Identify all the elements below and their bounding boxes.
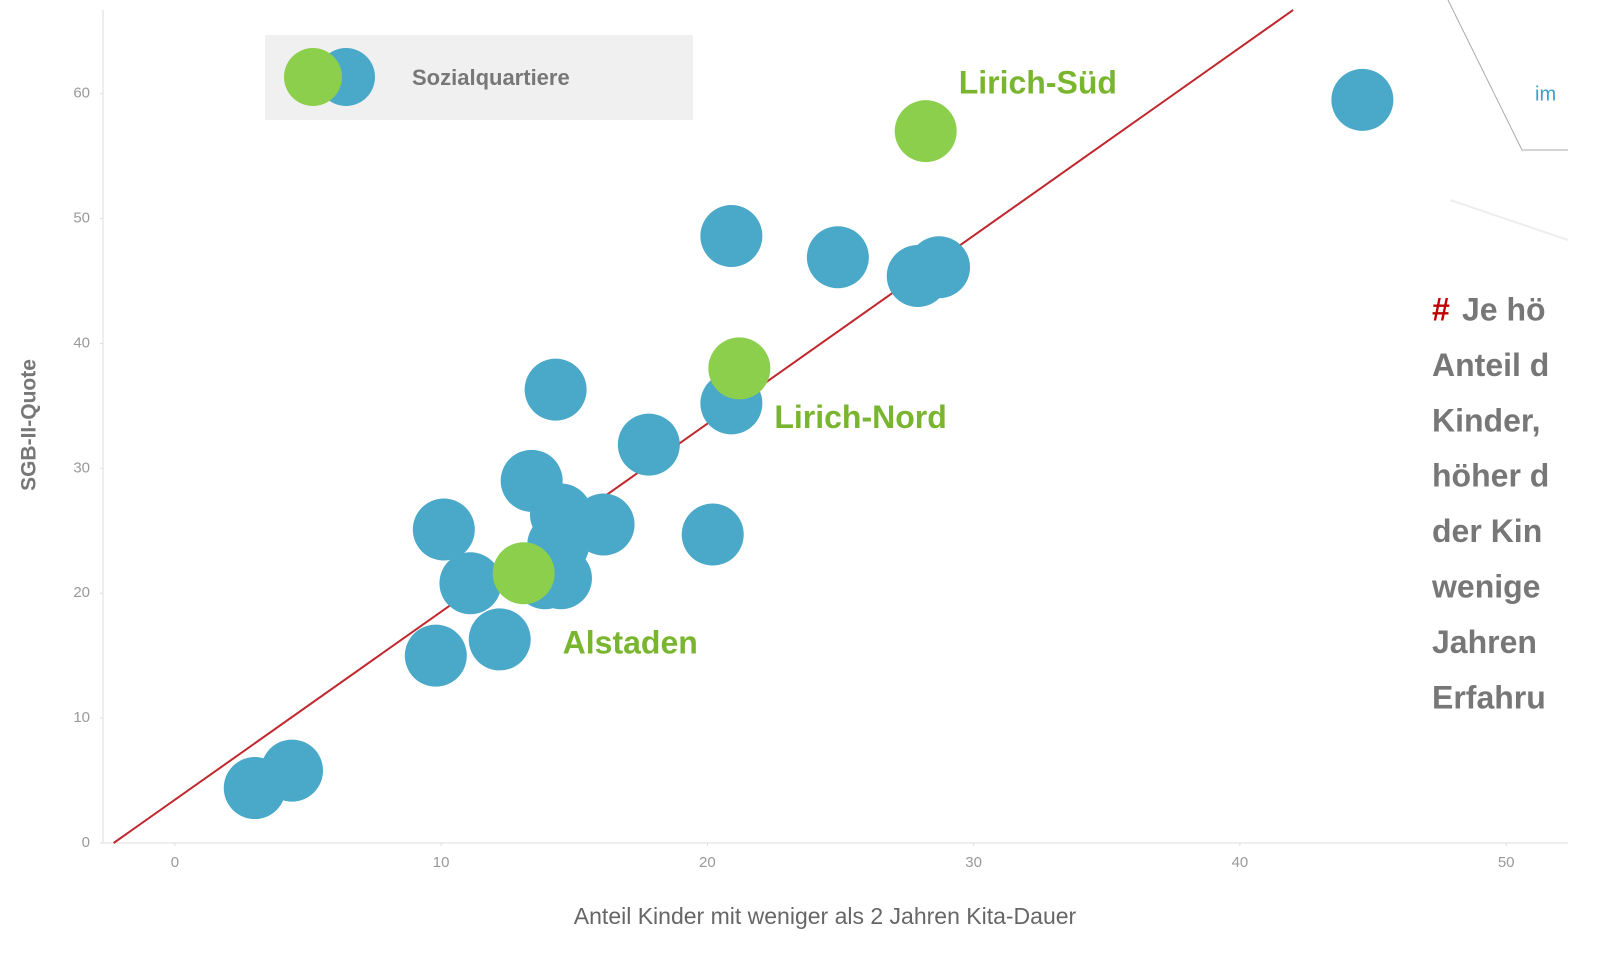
annotation-line: Je hö [1462, 291, 1546, 327]
point [1331, 68, 1394, 131]
annotation-line: Kinder, [1432, 402, 1540, 438]
point [468, 608, 531, 671]
annotation-line: Erfahru [1432, 679, 1546, 715]
y-tick-label: 60 [73, 85, 90, 102]
y-axis-label: SGB-II-Quote [18, 359, 41, 491]
y-tick-label: 50 [73, 210, 90, 227]
point [617, 413, 680, 476]
annotation-line: wenige [1431, 568, 1540, 604]
corner-text: im [1535, 83, 1556, 105]
point [492, 542, 555, 605]
y-tick-label: 10 [73, 709, 90, 726]
point-label: Lirich-Nord [774, 399, 946, 435]
annotation-line: höher d [1432, 458, 1549, 494]
trendline [113, 9, 1294, 844]
x-tick-label: 40 [1232, 854, 1249, 871]
x-tick-label: 0 [171, 854, 179, 871]
y-tick-label: 40 [73, 334, 90, 351]
x-tick-label: 10 [433, 854, 450, 871]
x-tick-label: 20 [699, 854, 716, 871]
point [439, 552, 502, 615]
decor-hexagon [1447, 0, 1568, 151]
point-label: Lirich-Süd [959, 65, 1117, 101]
point [700, 205, 763, 268]
x-axis-label: Anteil Kinder mit weniger als 2 Jahren K… [574, 903, 1077, 929]
point [708, 337, 771, 400]
decor-line [1449, 199, 1569, 241]
x-tick-label: 30 [965, 854, 982, 871]
point [412, 498, 475, 561]
annotation-marker: # [1432, 291, 1450, 327]
point [524, 358, 587, 421]
x-tick-label: 50 [1498, 854, 1515, 871]
annotation-line: Anteil d [1432, 347, 1549, 383]
annotation-line: der Kin [1432, 513, 1542, 549]
point [404, 624, 467, 687]
y-tick-label: 30 [73, 459, 90, 476]
y-tick-label: 0 [82, 834, 90, 851]
y-tick-label: 20 [73, 584, 90, 601]
point [908, 236, 971, 299]
point [261, 739, 324, 802]
point [681, 503, 744, 566]
point-label: Alstaden [563, 625, 698, 661]
legend-marker [284, 48, 342, 106]
point [806, 226, 869, 289]
point [572, 493, 635, 556]
point [894, 100, 957, 163]
legend-label: Sozialquartiere [412, 65, 570, 90]
annotation-line: Jahren [1432, 624, 1537, 660]
